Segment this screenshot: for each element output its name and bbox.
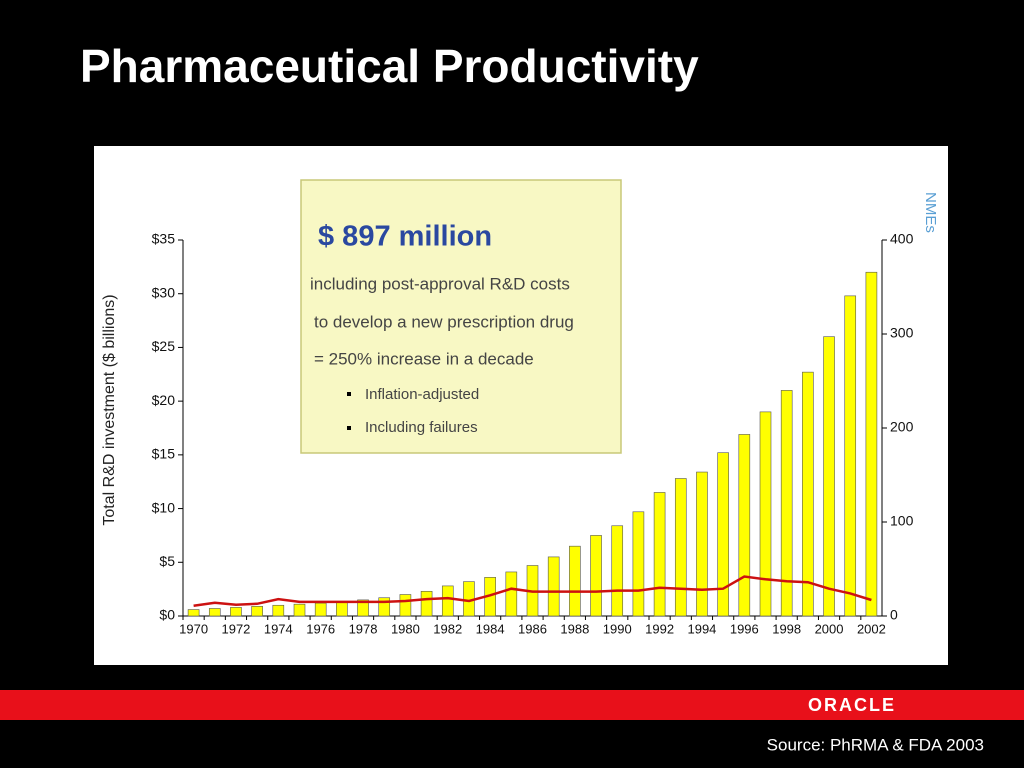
y-tick-label: $10 xyxy=(152,499,176,515)
y2-tick-label: 200 xyxy=(890,419,914,435)
bar xyxy=(420,590,433,617)
bullet xyxy=(347,426,351,430)
annotation-bullet: Inflation-adjusted xyxy=(365,386,479,403)
x-tick-label: 1984 xyxy=(476,621,505,636)
bar xyxy=(590,535,602,617)
bar xyxy=(632,511,645,617)
bar xyxy=(187,609,200,617)
x-tick-label: 1994 xyxy=(687,621,716,636)
x-tick-label: 1990 xyxy=(603,621,632,636)
bar xyxy=(357,599,369,617)
y-axis-label: Total R&D investment ($ billions) xyxy=(101,294,118,525)
bar xyxy=(759,411,772,617)
bar xyxy=(569,545,581,617)
y2-tick-label: 100 xyxy=(890,513,914,529)
x-tick-label: 1982 xyxy=(433,621,462,636)
y2-tick-label: 0 xyxy=(890,607,898,623)
bar xyxy=(823,336,835,617)
bar xyxy=(653,492,666,617)
slide-title: Pharmaceutical Productivity xyxy=(80,40,699,92)
bar xyxy=(547,556,560,617)
x-tick-label: 1972 xyxy=(221,621,250,636)
x-tick-label: 1978 xyxy=(349,621,378,636)
x-tick-label: 1974 xyxy=(264,621,293,636)
annotation-headline: $ 897 million xyxy=(318,221,492,253)
bar xyxy=(399,594,412,617)
y2-axis-label: NMEs xyxy=(922,192,939,233)
bar xyxy=(696,471,708,617)
y-tick-label: $5 xyxy=(159,553,175,569)
annotation-line: including post-approval R&D costs xyxy=(310,274,570,293)
y-tick-label: $20 xyxy=(152,392,176,408)
bar xyxy=(611,525,624,617)
x-tick-label: 2000 xyxy=(815,621,844,636)
bar xyxy=(441,585,454,617)
x-tick-label: 1998 xyxy=(772,621,801,636)
x-tick-label: 1996 xyxy=(730,621,759,636)
bullet xyxy=(347,392,351,396)
x-tick-label: 2002 xyxy=(857,621,886,636)
x-tick-label: 1986 xyxy=(518,621,547,636)
x-tick-label: 1980 xyxy=(391,621,420,636)
line xyxy=(193,575,872,607)
bar xyxy=(293,603,306,617)
bar xyxy=(717,452,729,617)
y2-tick-label: 300 xyxy=(890,325,914,341)
y-tick-label: $35 xyxy=(152,231,176,247)
x-tick-label: 1970 xyxy=(179,621,208,636)
annotation-line: = 250% increase in a decade xyxy=(314,349,534,368)
oracle-logo: ORACLE xyxy=(808,695,896,715)
bar xyxy=(251,606,263,617)
bar xyxy=(208,608,221,617)
source-note: Source: PhRMA & FDA 2003 xyxy=(767,735,984,754)
bar xyxy=(674,478,687,617)
y-tick-label: $30 xyxy=(152,284,176,300)
y-tick-label: $0 xyxy=(159,607,175,623)
annotation-bullet: Including failures xyxy=(365,419,478,436)
bar xyxy=(780,390,793,617)
bar xyxy=(802,371,814,617)
bar xyxy=(844,295,857,617)
bar xyxy=(336,601,348,617)
x-tick-label: 1992 xyxy=(645,621,674,636)
y-tick-label: $15 xyxy=(152,446,176,462)
bar xyxy=(378,597,391,617)
x-tick-label: 1988 xyxy=(560,621,589,636)
x-tick-label: 1976 xyxy=(306,621,335,636)
y-tick-label: $25 xyxy=(152,338,176,354)
y2-tick-label: 400 xyxy=(890,231,914,247)
bar xyxy=(505,571,518,617)
footer-band xyxy=(0,690,1024,720)
annotation-box xyxy=(300,179,622,454)
annotation-line: to develop a new prescription drug xyxy=(314,312,574,331)
bar xyxy=(865,271,878,617)
bar xyxy=(230,607,242,617)
bar xyxy=(314,602,327,617)
bar xyxy=(738,434,751,617)
bar xyxy=(272,604,285,617)
